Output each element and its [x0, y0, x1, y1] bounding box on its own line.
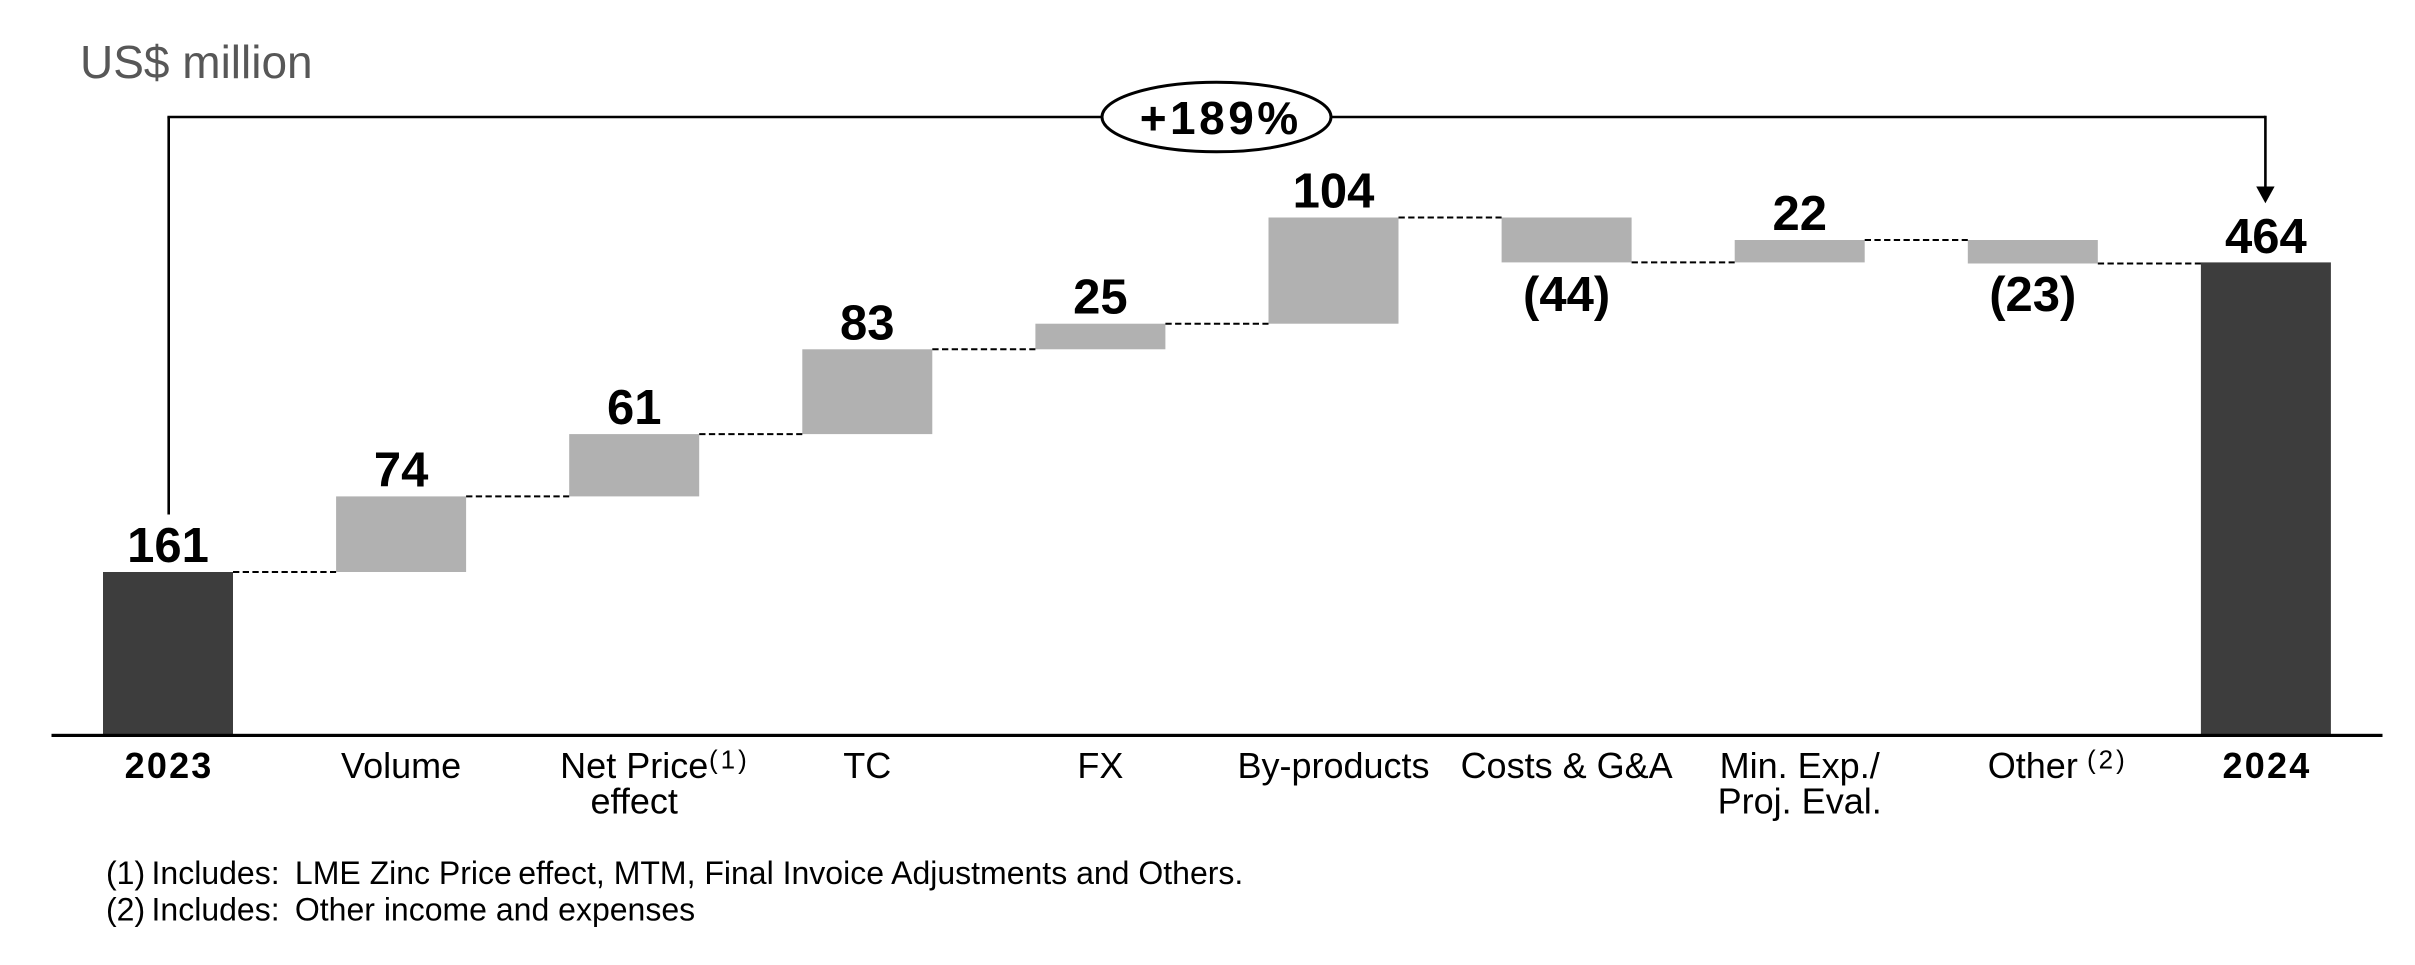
- svg-text:2024: 2024: [2223, 745, 2312, 786]
- svg-text:US$ million: US$ million: [80, 36, 313, 88]
- svg-text:25: 25: [1073, 271, 1128, 325]
- svg-text:464: 464: [2225, 210, 2307, 264]
- svg-text:22: 22: [1772, 187, 1827, 241]
- svg-text:161: 161: [127, 519, 209, 573]
- svg-text:83: 83: [840, 296, 895, 350]
- svg-text:61: 61: [607, 381, 662, 435]
- svg-text:+189%: +189%: [1140, 92, 1302, 144]
- svg-text:Proj. Eval.: Proj. Eval.: [1718, 781, 1882, 822]
- svg-text:(2) Includes: Other income an: (2) Includes: Other income and expenses: [106, 892, 695, 928]
- svg-text:Costs & G&A: Costs & G&A: [1461, 745, 1673, 786]
- svg-text:(1): (1): [709, 745, 750, 775]
- svg-text:Net Price: Net Price: [560, 745, 708, 786]
- svg-text:TC: TC: [843, 745, 891, 786]
- svg-text:(23): (23): [1989, 268, 2076, 322]
- svg-text:104: 104: [1293, 165, 1375, 219]
- svg-text:FX: FX: [1077, 745, 1123, 786]
- svg-text:2023: 2023: [125, 745, 214, 786]
- svg-text:By-products: By-products: [1237, 745, 1429, 786]
- svg-text:effect: effect: [590, 781, 677, 822]
- svg-text:(1) Includes: LME Zinc Price: (1) Includes: LME Zinc Price effect, MTM…: [106, 855, 1243, 891]
- svg-text:(44): (44): [1523, 268, 1610, 322]
- svg-text:74: 74: [374, 443, 429, 497]
- svg-text:Min. Exp./: Min. Exp./: [1720, 745, 1880, 786]
- svg-text:Volume: Volume: [341, 745, 461, 786]
- svg-text:Other: Other: [1988, 745, 2078, 786]
- svg-text:(2): (2): [2087, 745, 2128, 775]
